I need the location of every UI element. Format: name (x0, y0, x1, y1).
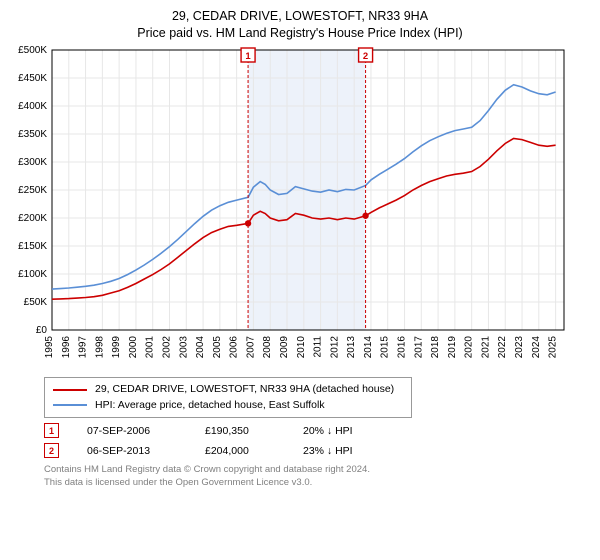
sale-marker-1-icon: 1 (44, 423, 59, 438)
svg-text:£350K: £350K (18, 129, 47, 140)
svg-text:2024: 2024 (531, 335, 542, 358)
svg-text:2006: 2006 (229, 335, 240, 358)
svg-text:2008: 2008 (262, 335, 273, 358)
svg-text:2003: 2003 (178, 335, 189, 358)
svg-text:2016: 2016 (397, 335, 408, 358)
svg-text:1: 1 (245, 51, 251, 62)
svg-text:1998: 1998 (94, 335, 105, 358)
sale-date-1: 07-SEP-2006 (87, 425, 177, 437)
legend-box: 29, CEDAR DRIVE, LOWESTOFT, NR33 9HA (de… (44, 377, 412, 419)
svg-text:2: 2 (363, 51, 368, 62)
svg-text:2004: 2004 (195, 335, 206, 358)
svg-text:2022: 2022 (497, 335, 508, 358)
svg-text:£400K: £400K (18, 101, 47, 112)
title-line1: 29, CEDAR DRIVE, LOWESTOFT, NR33 9HA (10, 8, 590, 25)
svg-text:2020: 2020 (464, 335, 475, 358)
svg-text:2000: 2000 (128, 335, 139, 358)
legend-swatch-blue (53, 404, 87, 406)
sale-price-1: £190,350 (205, 425, 275, 437)
svg-text:2005: 2005 (212, 335, 223, 358)
svg-text:1999: 1999 (111, 335, 122, 358)
svg-text:2014: 2014 (363, 335, 374, 358)
svg-text:£0: £0 (36, 325, 48, 336)
svg-text:£100K: £100K (18, 269, 47, 280)
legend-row-series2: HPI: Average price, detached house, East… (53, 398, 403, 414)
svg-text:2002: 2002 (162, 335, 173, 358)
svg-text:£300K: £300K (18, 157, 47, 168)
svg-text:2007: 2007 (245, 335, 256, 358)
footer-line2: This data is licensed under the Open Gov… (44, 477, 590, 489)
sale-delta-2: 23% ↓ HPI (303, 445, 353, 457)
sale-row-1: 1 07-SEP-2006 £190,350 20% ↓ HPI (44, 423, 590, 438)
svg-text:1997: 1997 (78, 335, 89, 358)
svg-text:2021: 2021 (480, 335, 491, 358)
svg-text:2010: 2010 (296, 335, 307, 358)
footer: Contains HM Land Registry data © Crown c… (44, 464, 590, 489)
svg-text:1995: 1995 (44, 335, 55, 358)
svg-text:£150K: £150K (18, 241, 47, 252)
title-line2: Price paid vs. HM Land Registry's House … (10, 25, 590, 42)
sale-delta-1: 20% ↓ HPI (303, 425, 353, 437)
svg-text:2019: 2019 (447, 335, 458, 358)
svg-text:£200K: £200K (18, 213, 47, 224)
svg-text:£500K: £500K (18, 46, 47, 56)
svg-text:£450K: £450K (18, 73, 47, 84)
svg-text:2013: 2013 (346, 335, 357, 358)
sales-table: 1 07-SEP-2006 £190,350 20% ↓ HPI 2 06-SE… (44, 423, 590, 458)
svg-text:2025: 2025 (548, 335, 559, 358)
legend-label-1: 29, CEDAR DRIVE, LOWESTOFT, NR33 9HA (de… (95, 382, 394, 398)
svg-text:2018: 2018 (430, 335, 441, 358)
svg-text:2011: 2011 (313, 335, 324, 357)
legend-row-series1: 29, CEDAR DRIVE, LOWESTOFT, NR33 9HA (de… (53, 382, 403, 398)
sale-row-2: 2 06-SEP-2013 £204,000 23% ↓ HPI (44, 443, 590, 458)
svg-text:2012: 2012 (329, 335, 340, 358)
footer-line1: Contains HM Land Registry data © Crown c… (44, 464, 590, 476)
price-hpi-chart: £0 £50K £100K £150K £200K £250K £300K £350K £400… (10, 46, 570, 366)
svg-text:2023: 2023 (514, 335, 525, 358)
legend-swatch-red (53, 389, 87, 391)
sale-price-2: £204,000 (205, 445, 275, 457)
svg-text:2001: 2001 (145, 335, 156, 358)
svg-text:£50K: £50K (24, 297, 48, 308)
svg-text:2015: 2015 (380, 335, 391, 358)
svg-text:£250K: £250K (18, 185, 47, 196)
svg-text:1996: 1996 (61, 335, 72, 358)
sale-marker-2-icon: 2 (44, 443, 59, 458)
sale-date-2: 06-SEP-2013 (87, 445, 177, 457)
svg-text:2017: 2017 (413, 335, 424, 358)
svg-text:2009: 2009 (279, 335, 290, 358)
legend-label-2: HPI: Average price, detached house, East… (95, 398, 325, 414)
